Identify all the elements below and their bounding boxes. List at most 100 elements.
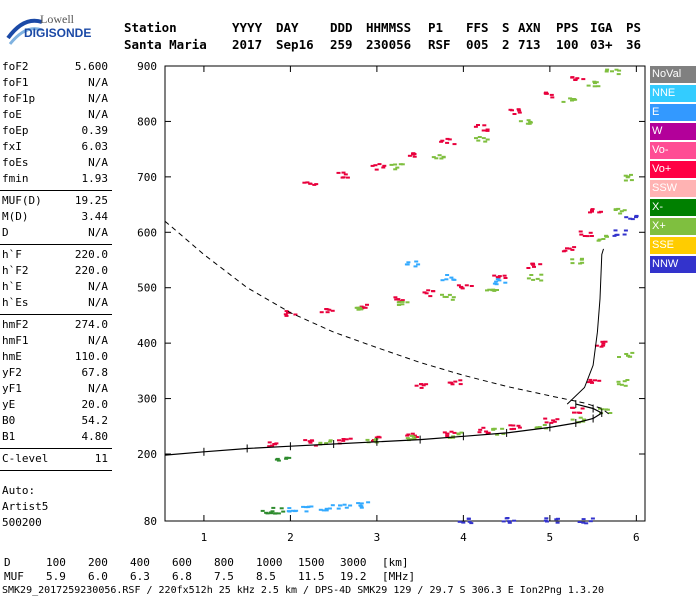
echo-mark-voplus <box>531 262 535 265</box>
echo-mark-voplus <box>544 92 549 95</box>
echo-mark-voplus <box>473 125 478 128</box>
bottom1-cell: D <box>4 556 11 569</box>
echo-mark-voplus <box>445 432 450 435</box>
echo-mark-voplus <box>593 379 597 382</box>
echo-mark-voplus <box>579 233 584 236</box>
param-fof1: foF1 N/A <box>2 76 108 91</box>
echo-mark-voplus <box>570 406 574 409</box>
echo-mark-voplus <box>600 340 605 343</box>
echo-mark-voplus <box>469 285 474 287</box>
echo-mark-nnw <box>461 521 466 524</box>
bottom2-cell: 7.5 <box>214 570 234 583</box>
echo-mark-voplus <box>516 108 521 111</box>
echo-mark-voplus <box>531 263 536 266</box>
y-tick-label: 80 <box>144 515 157 528</box>
echo-mark-xplus <box>491 427 496 430</box>
echo-mark-voplus <box>550 96 555 99</box>
echo-mark-xplus <box>501 432 506 435</box>
echo-mark-voplus <box>348 437 353 440</box>
echo-mark-voplus <box>421 384 426 387</box>
param-fof1p: foF1p N/A <box>2 92 108 107</box>
echo-mark-xminus <box>260 509 265 512</box>
echo-mark-nnw <box>545 520 549 523</box>
hdr2-cell: 713 <box>518 37 541 52</box>
echo-mark-nne <box>286 510 291 513</box>
param-hf2: h`F2 220.0 <box>2 264 108 279</box>
echo-mark-voplus <box>551 419 556 422</box>
echo-mark-xplus <box>451 435 456 438</box>
echo-mark-xplus <box>582 418 587 421</box>
param-key: yE <box>2 398 16 411</box>
param-value: N/A <box>88 108 108 121</box>
echo-mark-xplus <box>597 238 602 241</box>
echo-mark-xminus <box>273 512 278 515</box>
echo-mark-xplus <box>476 139 481 142</box>
echo-mark-xminus <box>287 456 292 459</box>
hdr1-cell: IGA <box>590 20 613 35</box>
echo-mark-xplus <box>616 380 621 383</box>
echo-mark-voplus <box>543 417 548 420</box>
hdr2-cell: 36 <box>626 37 642 52</box>
echo-mark-voplus <box>410 432 415 435</box>
echo-mark-xminus <box>271 506 276 509</box>
echo-mark-xplus <box>354 306 359 309</box>
echo-mark-xplus <box>542 424 547 426</box>
echo-mark-xminus <box>276 512 281 515</box>
echo-mark-xplus <box>398 163 403 166</box>
echo-mark-xplus <box>622 380 627 383</box>
echo-mark-nnw <box>628 217 633 220</box>
echo-mark-xplus <box>411 435 416 438</box>
echo-mark-voplus <box>307 440 312 443</box>
echo-mark-voplus <box>274 442 279 445</box>
y-tick-label: 200 <box>137 448 157 461</box>
echo-mark-nnw <box>466 517 471 520</box>
echo-mark-voplus <box>447 138 452 141</box>
echo-mark-voplus <box>458 383 463 386</box>
echo-mark-nnw <box>590 517 595 520</box>
echo-mark-nnw <box>581 518 586 521</box>
param-hf: h`F 220.0 <box>2 248 108 263</box>
echo-mark-xplus <box>629 173 633 176</box>
echo-mark-nne <box>404 263 409 266</box>
echo-mark-voplus <box>517 426 522 429</box>
echo-mark-xplus <box>439 157 444 160</box>
echo-mark-xplus <box>619 383 624 386</box>
echo-mark-nne <box>356 502 361 505</box>
param-yf1: yF1 N/A <box>2 382 108 397</box>
echo-mark-voplus <box>597 379 602 382</box>
echo-mark-xplus <box>623 179 628 182</box>
param-key: fxI <box>2 140 22 153</box>
echo-mark-xplus <box>400 303 405 306</box>
echo-mark-nnw <box>469 522 474 525</box>
echo-mark-voplus <box>484 430 489 433</box>
echo-mark-nne <box>327 507 332 510</box>
echo-mark-voplus <box>373 164 378 167</box>
echo-mark-nne <box>342 503 347 506</box>
echo-mark-xplus <box>604 234 609 237</box>
echo-mark-voplus <box>419 383 423 386</box>
echo-mark-voplus <box>405 434 410 437</box>
echo-mark-voplus <box>477 431 482 434</box>
echo-mark-voplus <box>517 109 522 112</box>
echo-mark-xplus <box>400 300 405 303</box>
echo-mark-xplus <box>570 418 575 421</box>
echo-mark-voplus <box>509 428 514 431</box>
legend-item-voplus: Vo+ <box>650 161 696 178</box>
echo-mark-xplus <box>485 138 490 141</box>
hdr2-cell: 005 <box>466 37 489 52</box>
param-md: M(D) 3.44 <box>2 210 108 225</box>
hdr2-cell: 2017 <box>232 37 263 52</box>
echo-mark-voplus <box>590 381 594 384</box>
echo-mark-xplus <box>630 351 635 354</box>
echo-mark-voplus <box>343 173 348 176</box>
bottom2-cell: [MHz] <box>382 570 416 583</box>
echo-mark-voplus <box>293 313 298 316</box>
echo-mark-nnw <box>512 519 517 522</box>
param-value: N/A <box>88 92 108 105</box>
echo-mark-voplus <box>482 124 487 127</box>
bottom2-cell: 11.5 <box>298 570 325 583</box>
echo-mark-xplus <box>395 166 400 169</box>
echo-mark-xplus <box>596 85 601 88</box>
legend-item-sse: SSE <box>650 237 696 254</box>
echo-mark-voplus <box>449 430 454 433</box>
